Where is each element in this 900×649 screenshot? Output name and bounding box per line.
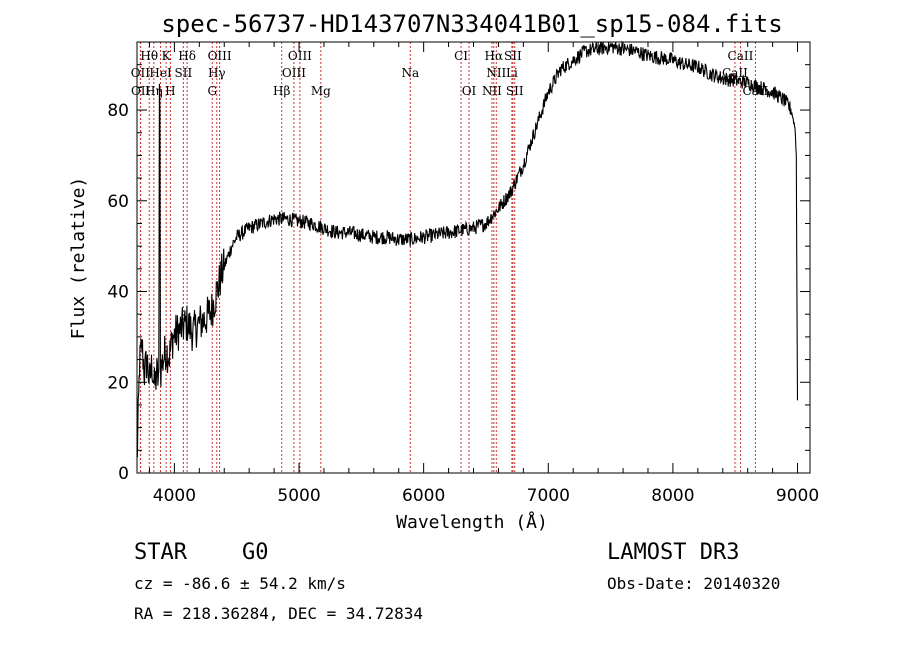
line-label-2: Hδ xyxy=(178,49,196,63)
observation-date: Obs-Date: 20140320 xyxy=(607,574,780,593)
spectrum-line xyxy=(136,40,799,458)
line-label-19: H xyxy=(165,84,175,98)
redshift-value: cz = -86.6 ± 54.2 km/s xyxy=(134,574,346,593)
x-tick-label-2: 6000 xyxy=(402,486,445,506)
spectral-line-markers xyxy=(139,42,756,473)
y-axis-label: Flux (relative) xyxy=(68,177,89,340)
y-tick-label-3: 60 xyxy=(107,192,129,212)
plot-frame xyxy=(136,41,811,474)
line-label-11: SII xyxy=(175,66,193,80)
x-tick-label-3: 7000 xyxy=(527,486,570,506)
x-tick-label-1: 5000 xyxy=(277,486,320,506)
line-label-18: Hη xyxy=(145,84,163,98)
object-class: STAR xyxy=(134,540,188,565)
y-tick-label-0: 0 xyxy=(118,464,129,484)
line-label-22: Mg xyxy=(311,84,331,98)
line-label-13: OIII xyxy=(282,66,306,80)
x-axis-label: Wavelength (Å) xyxy=(396,511,548,533)
line-label-17: OII xyxy=(131,84,151,98)
x-axis-ticks: 4000 5000 6000 7000 8000 9000 xyxy=(148,42,819,506)
line-label-14: NII xyxy=(486,66,506,80)
line-label-8: CaII xyxy=(728,49,754,63)
y-tick-label-2: 40 xyxy=(107,283,129,303)
x-tick-label-4: 8000 xyxy=(651,486,694,506)
line-label-5: CI xyxy=(454,49,468,63)
line-label-20: G xyxy=(207,84,217,98)
line-label-7: SII xyxy=(504,49,522,63)
chart-title: spec-56737-HD143707N334041B01_sp15-084.f… xyxy=(161,10,782,38)
line-label-4: OIII xyxy=(288,49,312,63)
line-label-6: Hα xyxy=(485,49,504,63)
line-label-21: Hβ xyxy=(273,84,290,98)
line-label-23: Na xyxy=(401,66,419,80)
x-tick-label-5: 9000 xyxy=(776,486,819,506)
line-label-12: Hγ xyxy=(208,66,226,80)
line-label-16: CaII xyxy=(722,66,748,80)
line-label-26: SII xyxy=(506,84,524,98)
coordinates: RA = 218.36284, DEC = 34.72834 xyxy=(134,604,423,623)
line-label-1: K xyxy=(162,49,172,63)
line-label-25: NII xyxy=(482,84,502,98)
line-label-24: OI xyxy=(462,84,477,98)
y-axis-ticks: 0 20 40 60 80 xyxy=(107,64,810,484)
line-label-0: Hθ xyxy=(140,49,158,63)
line-label-15: Li xyxy=(506,66,518,80)
line-label-3: OIII xyxy=(208,49,232,63)
line-label-10: HeI xyxy=(149,66,172,80)
object-subclass: G0 xyxy=(242,540,269,565)
survey-name: LAMOST DR3 xyxy=(607,540,739,565)
y-tick-label-1: 20 xyxy=(107,373,129,393)
line-label-9: OII xyxy=(131,66,151,80)
y-tick-label-4: 80 xyxy=(107,101,129,121)
x-tick-label-0: 4000 xyxy=(153,486,196,506)
